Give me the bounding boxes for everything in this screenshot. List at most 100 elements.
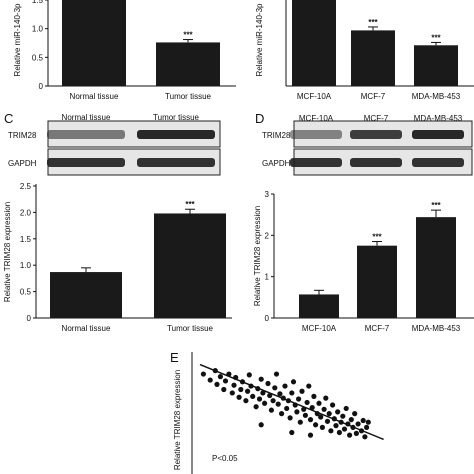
panel-e-point: [270, 398, 276, 404]
panel-e-trendline: [199, 363, 384, 441]
panel-e-point: [200, 371, 206, 377]
panel-e-point: [243, 398, 249, 404]
panel-e-point: [245, 388, 251, 394]
panel-e-point: [321, 406, 327, 412]
panel-e-point: [352, 411, 358, 417]
panel-b-bar: [292, 0, 336, 86]
panel-d-label: D: [255, 111, 264, 126]
panel-c-ytick-label: 1.5: [20, 235, 32, 244]
panel-e-point: [214, 381, 220, 387]
panel-a-category-label: Normal tissue: [70, 92, 119, 101]
panel-e-point: [236, 394, 242, 400]
panel-e-point: [362, 434, 368, 440]
panel-e-point: [340, 413, 346, 419]
panel-e-point: [265, 380, 271, 387]
panel-e-point: [304, 399, 310, 406]
panel-e-point: [231, 382, 237, 388]
panel-e-point: [341, 426, 348, 432]
panel-c-blot-band: [137, 130, 215, 139]
panel-e-point: [284, 405, 290, 412]
panel-b-significance: ***: [431, 33, 441, 42]
panel-d-category-label: MDA-MB-453: [412, 324, 461, 333]
panel-e-point: [238, 386, 244, 393]
panel-e-point: [336, 429, 342, 436]
panel-e-point: [272, 385, 278, 391]
panel-e-point: [253, 404, 259, 410]
panel-e-point: [353, 430, 359, 436]
panel-e-point: [347, 432, 353, 438]
panel-e-point: [256, 396, 263, 402]
panel-c-ylabel: Relative TRIM28 expression: [3, 202, 12, 302]
panel-e-point: [323, 395, 329, 401]
panel-d-bar: [299, 294, 339, 318]
panel-e-point: [297, 419, 303, 425]
panel-a-ytick-label: 1.5: [32, 0, 44, 5]
panel-e-ylabel: Relative TRIM28 expression: [173, 370, 182, 470]
panel-d-ytick-label: 3: [265, 190, 270, 199]
panel-d-blot-row-label: TRIM28: [262, 131, 291, 140]
panel-e-point: [365, 419, 371, 425]
panel-a-ytick-label: 0: [39, 82, 44, 91]
panel-c-chart: Relative TRIM28 expression 0 0.5 1.0 1.5 2.0…: [3, 182, 232, 333]
panel-c-ytick-label: 2.0: [20, 208, 32, 217]
panel-d-blot-band: [412, 130, 464, 139]
panel-c-category-label: Normal tissue: [62, 324, 111, 333]
panel-d-blot-row-label: GAPDH: [262, 159, 291, 168]
panel-e-point: [311, 393, 317, 399]
panel-e-point: [217, 374, 223, 380]
panel-e-point: [246, 372, 252, 378]
panel-c-blot-column-label: Normal tissue: [62, 113, 111, 122]
panel-e-point: [294, 409, 300, 415]
panel-e-point: [313, 422, 319, 428]
panel-e-point: [309, 404, 315, 411]
panel-c-blot-column-label: Tumor tissue: [153, 113, 199, 122]
panel-e-point: [343, 405, 349, 412]
panel-e-point: [250, 393, 256, 399]
panel-d-ytick-label: 1: [265, 273, 270, 282]
panel-e-point: [306, 383, 312, 389]
panel-d-blot-column-label: MCF-7: [364, 114, 389, 123]
panel-a-significance: ***: [183, 31, 193, 40]
panel-e-point: [319, 424, 325, 430]
panel-e-point: [229, 390, 235, 396]
panel-b-ylabel: Relative miR-140-3p: [255, 3, 264, 76]
panel-a-ytick-label: 1.0: [32, 25, 44, 34]
panel-e-point: [273, 371, 280, 377]
panel-e-point: [289, 429, 295, 436]
panel-e-point: [260, 390, 266, 396]
panel-d-significance: ***: [431, 201, 441, 210]
panel-d-category-label: MCF-7: [365, 324, 390, 333]
panel-c-ytick-label: 0: [27, 314, 32, 323]
panel-e-point: [222, 378, 229, 384]
panel-d-bar: [416, 217, 456, 318]
panel-b-significance: ***: [368, 18, 378, 27]
panel-b-category-label: MCF-7: [361, 92, 386, 101]
panel-d-bar: [357, 245, 397, 318]
panel-e-point: [275, 401, 281, 407]
panel-d-blot-column-label: MDA-MB-453: [414, 114, 463, 123]
panel-d-blot-band: [290, 130, 342, 139]
panel-e-point: [289, 390, 295, 396]
panel-c-ytick-label: 2.5: [20, 182, 32, 191]
panel-e-point: [258, 376, 264, 382]
panel-d-ylabel: Relative TRIM28 expression: [253, 206, 262, 306]
panel-e-point: [221, 386, 227, 393]
panel-e-point: [360, 417, 366, 424]
panel-e-scatter: Relative TRIM28 expression P<0.05: [173, 352, 384, 474]
panel-b-category-label: MDA-MB-453: [412, 92, 461, 101]
panel-c-blot-band: [47, 130, 125, 139]
panel-c-blot-row-label: GAPDH: [8, 159, 37, 168]
panel-e-point: [364, 424, 370, 430]
panel-e-point: [268, 407, 274, 413]
panel-c-label: C: [4, 111, 13, 126]
panel-d-significance: ***: [372, 233, 382, 242]
panel-e-point: [355, 421, 361, 427]
panel-c-blot-row-label: TRIM28: [8, 131, 37, 140]
panel-e-point: [296, 396, 302, 402]
panel-e-point: [290, 379, 297, 385]
panel-d-blot-column-label: MCF-10A: [299, 114, 334, 123]
panel-b-category-label: MCF-10A: [297, 92, 332, 101]
panel-e-label: E: [170, 350, 179, 365]
panel-d-blot-band: [350, 158, 402, 167]
panel-c-significance: ***: [185, 200, 195, 209]
